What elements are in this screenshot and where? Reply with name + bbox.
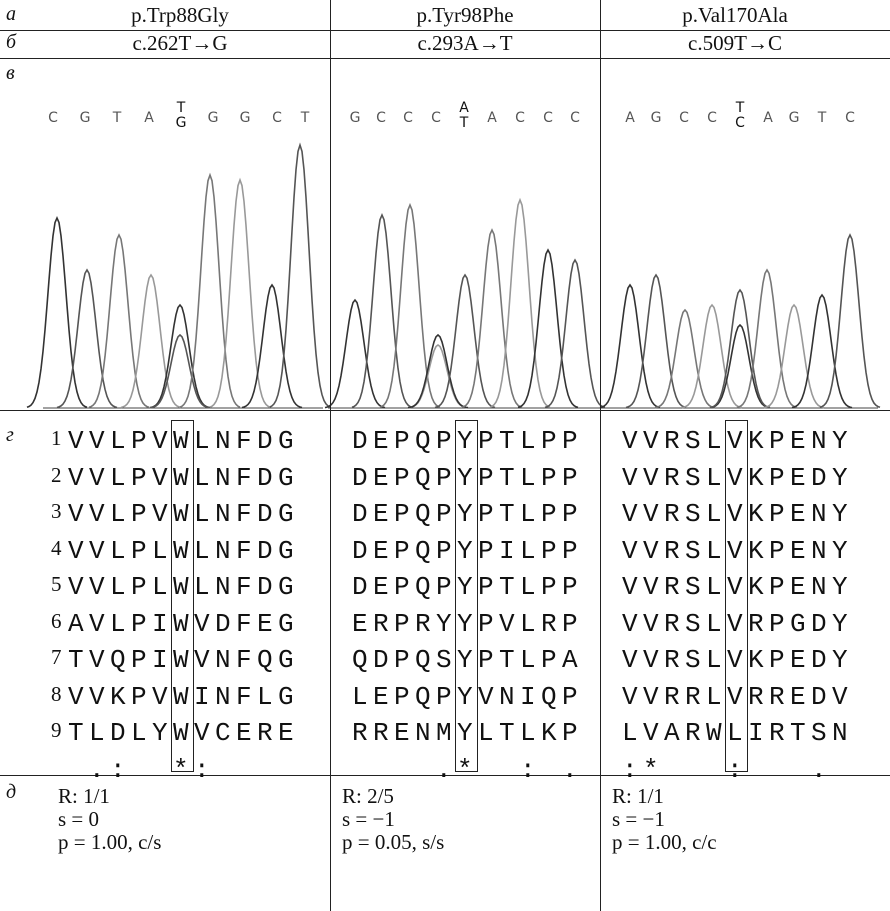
base-call: A	[484, 110, 500, 126]
base-call: G	[205, 110, 221, 126]
base-call-bottom: G	[173, 115, 189, 131]
base-call: C	[540, 110, 556, 126]
mutation-protein: p.Val170Ala	[600, 3, 870, 28]
base-call: C	[373, 110, 389, 126]
trace-peak	[792, 295, 852, 408]
highlight-box	[725, 420, 748, 772]
row-number: 5	[51, 572, 62, 597]
base-call: G	[786, 110, 802, 126]
trace-peak	[710, 325, 770, 408]
base-call: T	[297, 110, 313, 126]
col-rule	[600, 0, 601, 911]
trace-peak	[89, 235, 149, 407]
trace-peak	[270, 145, 330, 407]
row-label: г	[6, 424, 14, 447]
base-call: G	[347, 110, 363, 126]
base-call: G	[77, 110, 93, 126]
row-number: 2	[51, 463, 62, 488]
row-label: б	[6, 31, 16, 54]
statistic: R: 2/5	[342, 785, 394, 808]
base-call: T	[109, 110, 125, 126]
trace-peak	[352, 215, 412, 407]
base-call: G	[237, 110, 253, 126]
base-call: C	[428, 110, 444, 126]
trace-peak	[380, 205, 440, 407]
base-call: A	[760, 110, 776, 126]
base-call-top: A	[456, 100, 472, 116]
highlight-box	[171, 420, 194, 772]
base-call: G	[648, 110, 664, 126]
row-number: 8	[51, 682, 62, 707]
statistic: p = 1.00, c/s	[58, 831, 161, 854]
trace-peak	[710, 290, 770, 408]
trace-peak	[408, 345, 468, 408]
figure: абвгдp.Trp88Glyc.262T→GCGTATGGGCTVVLPVWL…	[0, 0, 890, 911]
mutation-protein: p.Trp88Gly	[45, 3, 315, 28]
base-call: C	[512, 110, 528, 126]
base-call-bottom: C	[732, 115, 748, 131]
row-label: д	[6, 781, 16, 804]
highlight-box	[455, 420, 478, 772]
base-call: C	[842, 110, 858, 126]
base-call: C	[676, 110, 692, 126]
statistic: R: 1/1	[612, 785, 664, 808]
trace-peak	[435, 275, 495, 408]
base-call: C	[704, 110, 720, 126]
base-call-bottom: T	[456, 115, 472, 131]
col-rule	[330, 0, 331, 911]
row-number: 1	[51, 426, 62, 451]
row-label: а	[6, 3, 16, 26]
mutation-cdna: c.262T→G	[45, 31, 315, 56]
row-number: 7	[51, 645, 62, 670]
row-number: 4	[51, 536, 62, 561]
mutation-protein: p.Tyr98Phe	[330, 3, 600, 28]
trace-peak	[180, 175, 240, 407]
base-call: C	[45, 110, 61, 126]
base-call: A	[622, 110, 638, 126]
row-number: 9	[51, 718, 62, 743]
mutation-cdna: c.509T→C	[600, 31, 870, 56]
trace-peak	[325, 300, 385, 408]
row-number: 6	[51, 609, 62, 634]
row-label: в	[6, 62, 15, 85]
base-call: C	[567, 110, 583, 126]
statistic: s = 0	[58, 808, 99, 831]
trace-peak	[150, 335, 210, 408]
statistic: p = 1.00, c/c	[612, 831, 717, 854]
row-rule	[0, 58, 890, 59]
base-call-top: T	[173, 100, 189, 116]
base-call: C	[269, 110, 285, 126]
trace-peak	[210, 180, 270, 407]
base-call: A	[141, 110, 157, 126]
statistic: p = 0.05, s/s	[342, 831, 444, 854]
trace-peak	[518, 250, 578, 407]
trace-peak	[490, 200, 550, 407]
row-number: 3	[51, 499, 62, 524]
row-rule	[0, 410, 890, 411]
base-call: T	[814, 110, 830, 126]
mutation-cdna: c.293A→T	[330, 31, 600, 56]
statistic: s = −1	[612, 808, 665, 831]
trace-peak	[27, 218, 87, 407]
trace-peak	[600, 285, 660, 408]
base-call-top: T	[732, 100, 748, 116]
statistic: s = −1	[342, 808, 395, 831]
base-call: C	[400, 110, 416, 126]
statistic: R: 1/1	[58, 785, 110, 808]
